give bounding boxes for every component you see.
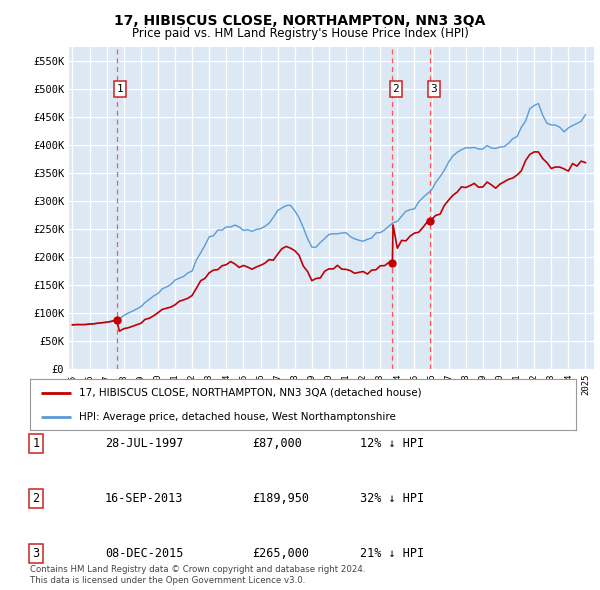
Text: £87,000: £87,000 xyxy=(252,437,302,450)
Text: £189,950: £189,950 xyxy=(252,492,309,505)
Text: HPI: Average price, detached house, West Northamptonshire: HPI: Average price, detached house, West… xyxy=(79,412,396,422)
Text: Contains HM Land Registry data © Crown copyright and database right 2024.
This d: Contains HM Land Registry data © Crown c… xyxy=(30,565,365,585)
Text: 32% ↓ HPI: 32% ↓ HPI xyxy=(360,492,424,505)
Text: £265,000: £265,000 xyxy=(252,547,309,560)
Text: 21% ↓ HPI: 21% ↓ HPI xyxy=(360,547,424,560)
Text: 3: 3 xyxy=(430,84,437,94)
Text: 08-DEC-2015: 08-DEC-2015 xyxy=(105,547,184,560)
Text: 17, HIBISCUS CLOSE, NORTHAMPTON, NN3 3QA: 17, HIBISCUS CLOSE, NORTHAMPTON, NN3 3QA xyxy=(115,14,485,28)
Text: 28-JUL-1997: 28-JUL-1997 xyxy=(105,437,184,450)
Text: 17, HIBISCUS CLOSE, NORTHAMPTON, NN3 3QA (detached house): 17, HIBISCUS CLOSE, NORTHAMPTON, NN3 3QA… xyxy=(79,388,422,398)
Text: 12% ↓ HPI: 12% ↓ HPI xyxy=(360,437,424,450)
Text: Price paid vs. HM Land Registry's House Price Index (HPI): Price paid vs. HM Land Registry's House … xyxy=(131,27,469,40)
Text: 2: 2 xyxy=(392,84,399,94)
Text: 2: 2 xyxy=(32,492,40,505)
Text: 1: 1 xyxy=(32,437,40,450)
Text: 1: 1 xyxy=(116,84,124,94)
Text: 3: 3 xyxy=(32,547,40,560)
Text: 16-SEP-2013: 16-SEP-2013 xyxy=(105,492,184,505)
